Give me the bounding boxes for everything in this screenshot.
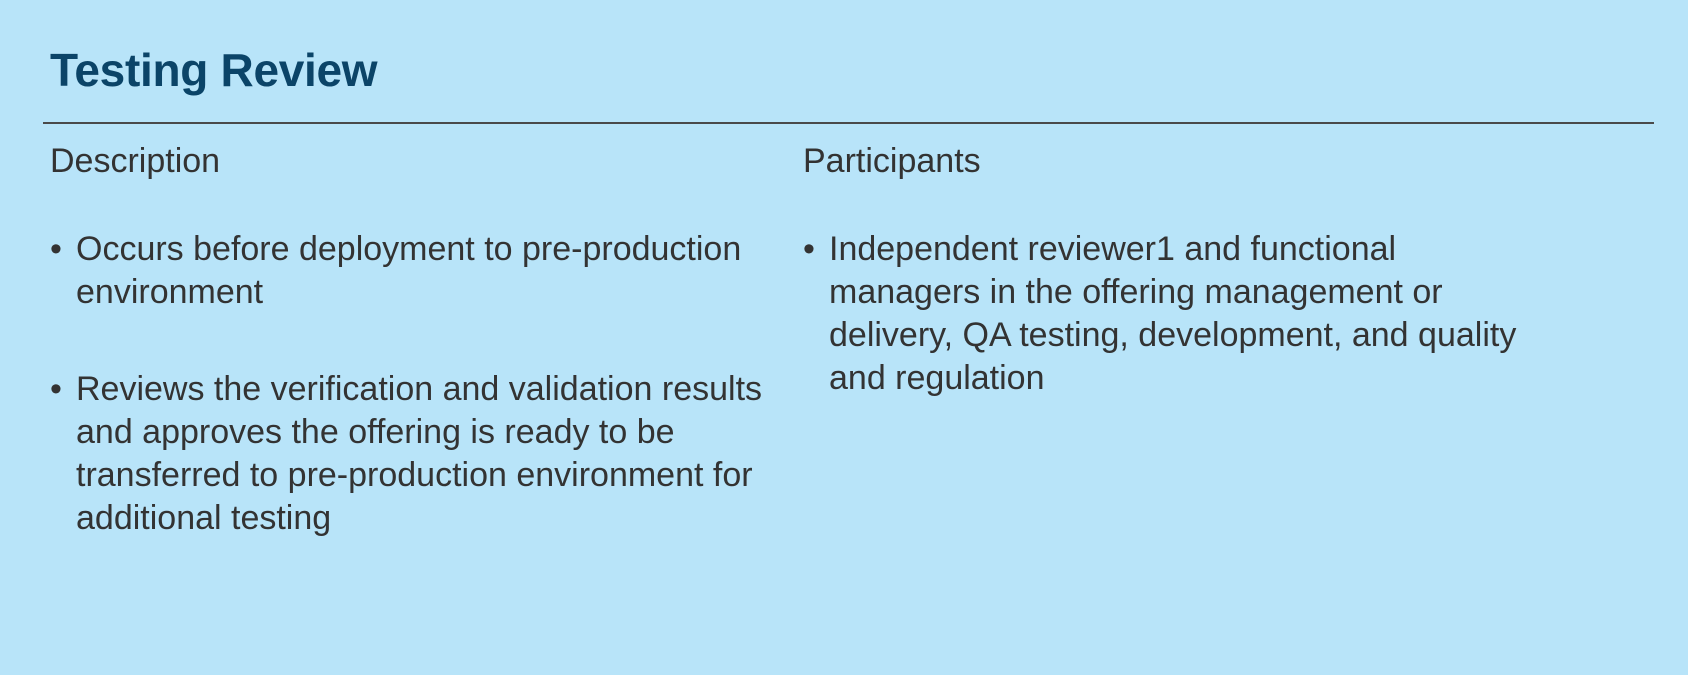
- description-heading: Description: [50, 142, 221, 180]
- participants-heading: Participants: [803, 142, 981, 180]
- participants-item-text: Independent reviewer1 and functional man…: [829, 230, 1517, 397]
- description-item-text: Reviews the verification and validation …: [76, 370, 763, 537]
- description-item-2: • Reviews the verification and validatio…: [50, 368, 810, 540]
- bullet-icon: •: [50, 370, 62, 408]
- participants-column: Participants • Independent reviewer1 and…: [803, 138, 1563, 454]
- bullet-icon: •: [50, 230, 62, 268]
- description-column: Description • Occurs before deployment t…: [50, 138, 810, 594]
- participants-item-1: • Independent reviewer1 and functional m…: [803, 228, 1563, 400]
- page-title: Testing Review: [50, 44, 378, 96]
- description-item-text: Occurs before deployment to pre-producti…: [76, 230, 742, 311]
- bullet-icon: •: [803, 230, 815, 268]
- title-divider: [43, 122, 1654, 124]
- description-item-1: • Occurs before deployment to pre-produc…: [50, 228, 810, 314]
- description-list: • Occurs before deployment to pre-produc…: [50, 228, 810, 540]
- participants-list: • Independent reviewer1 and functional m…: [803, 228, 1563, 400]
